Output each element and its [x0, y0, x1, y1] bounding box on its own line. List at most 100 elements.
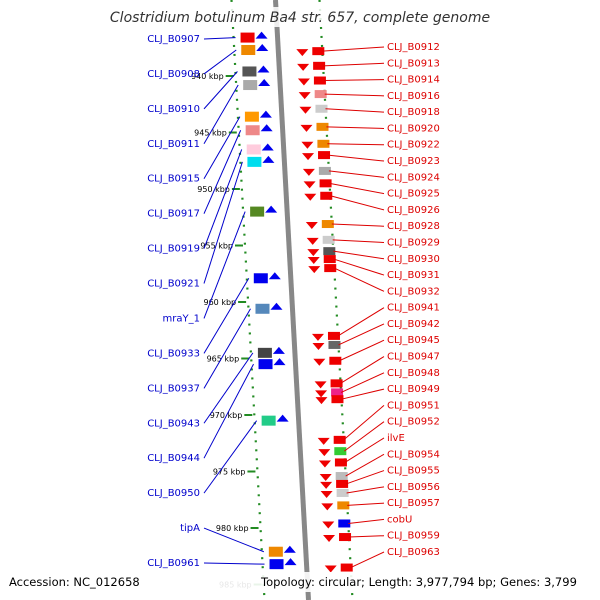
reverse-gene-block: [338, 519, 351, 528]
reverse-gene-arrow: [324, 565, 337, 573]
forward-gene-arrow: [262, 155, 275, 163]
reverse-gene-label: CLJ_B0925: [387, 189, 440, 200]
reverse-gene-arrow: [297, 78, 310, 86]
reverse-leader-line: [343, 405, 385, 441]
kbp-label: 965 kbp: [207, 355, 240, 364]
kbp-label: 955 kbp: [200, 242, 233, 251]
reverse-leader-line: [323, 62, 385, 67]
reverse-gene-block: [313, 61, 326, 70]
reverse-leader-line: [327, 154, 385, 162]
ruler-line: [318, 0, 354, 600]
forward-gene-label: CLJ_B0943: [147, 418, 200, 429]
reverse-gene-arrow: [318, 460, 331, 468]
reverse-gene-block: [312, 47, 325, 56]
forward-leader-line: [203, 49, 237, 75]
reverse-gene-block: [319, 179, 332, 188]
reverse-leader-line: [324, 93, 385, 97]
forward-gene-arrow: [265, 205, 278, 213]
reverse-gene-arrow: [306, 237, 319, 245]
reverse-leader-line: [345, 453, 385, 477]
forward-leader-line: [203, 71, 238, 110]
reverse-gene-arrow: [304, 193, 317, 201]
reverse-gene-label: CLJ_B0948: [387, 368, 440, 379]
reverse-gene-label: CLJ_B0923: [387, 156, 440, 167]
forward-gene-arrow: [256, 44, 269, 52]
reverse-gene-label: CLJ_B0963: [387, 547, 440, 558]
reverse-labels: CLJ_B0912 CLJ_B0913 CLJ_B0914 CLJ_B0916 CLJ_…: [322, 42, 440, 569]
forward-gene-label: CLJ_B0917: [147, 209, 200, 220]
reverse-leader-line: [349, 535, 385, 538]
forward-gene-arrow: [276, 414, 289, 422]
reverse-gene-label: CLJ_B0912: [387, 42, 440, 53]
reverse-gene-block: [330, 379, 343, 388]
reverse-gene-arrow: [297, 63, 310, 71]
reverse-leader-line: [325, 108, 385, 113]
topology-label: Topology: circular; Length: 3,977,794 bp…: [260, 575, 577, 589]
reverse-gene-arrow: [303, 181, 316, 189]
forward-leader-line: [203, 130, 242, 214]
forward-gene-arrow: [273, 358, 286, 366]
reverse-leader-line: [323, 79, 385, 82]
ruler-right: [318, 0, 354, 600]
reverse-leader-line: [344, 437, 385, 463]
reverse-leader-line: [327, 143, 385, 146]
reverse-gene-arrow: [313, 358, 326, 366]
forward-gene-label: mraY_1: [163, 313, 200, 324]
forward-gene-arrow: [257, 65, 270, 73]
forward-gene-block: [258, 359, 273, 370]
reverse-leader-line: [341, 388, 385, 400]
reverse-gene-arrow: [302, 153, 315, 161]
reverse-gene-label: CLJ_B0945: [387, 335, 440, 346]
forward-gene-block: [261, 415, 276, 426]
forward-leader-line: [203, 352, 254, 424]
forward-gene-label: CLJ_B0937: [147, 383, 200, 394]
map-title: Clostridium botulinum Ba4 str. 657, comp…: [110, 10, 490, 26]
reverse-gene-arrow: [319, 474, 332, 482]
reverse-gene-label: CLJ_B0941: [387, 303, 440, 314]
reverse-gene-label: CLJ_B0932: [387, 286, 440, 297]
forward-gene-arrow: [255, 31, 268, 39]
reverse-gene-label: CLJ_B0926: [387, 205, 440, 216]
reverse-leader-line: [338, 323, 385, 346]
forward-leader-line: [203, 149, 243, 249]
reverse-gene-label: CLJ_B0920: [387, 123, 440, 134]
kbp-label: 950 kbp: [197, 185, 230, 194]
forward-leader-line: [203, 161, 243, 284]
reverse-gene-label: CLJ_B0928: [387, 221, 440, 232]
forward-gene-arrow: [259, 110, 272, 118]
reverse-gene-block: [323, 255, 336, 264]
forward-gene-label: CLJ_B0961: [147, 558, 200, 569]
reverse-gene-block: [334, 447, 347, 456]
reverse-gene-label: CLJ_B0957: [387, 498, 440, 509]
reverse-gene-block: [336, 479, 349, 488]
forward-gene-label: tipA: [180, 523, 200, 534]
reverse-leader-line: [328, 170, 385, 178]
forward-gene-arrow: [260, 124, 273, 132]
ruler-left: [230, 0, 266, 600]
reverse-features: [296, 47, 353, 573]
reverse-gene-arrow: [315, 397, 328, 405]
forward-gene-block: [257, 347, 272, 358]
reverse-leader-line: [333, 250, 385, 260]
reverse-gene-label: CLJ_B0914: [387, 75, 440, 86]
reverse-gene-arrow: [299, 106, 312, 114]
reverse-gene-block: [324, 264, 337, 273]
reverse-leader-line: [322, 46, 385, 52]
reverse-gene-arrow: [298, 92, 311, 100]
forward-leader-line: [203, 84, 239, 145]
accession-label: Accession: NC_012658: [9, 575, 140, 589]
reverse-leader-line: [330, 195, 385, 211]
forward-labels: CLJ_B0907 CLJ_B0908 CLJ_B0910 CLJ_B0911 CLJ_…: [147, 34, 265, 569]
reverse-leader-line: [340, 372, 385, 393]
reverse-gene-block: [327, 331, 340, 340]
reverse-gene-block: [335, 472, 348, 481]
forward-leader-line: [203, 308, 251, 389]
forward-gene-block: [255, 303, 270, 314]
forward-leader-line: [203, 527, 265, 553]
forward-gene-arrow: [283, 545, 296, 553]
forward-gene-arrow: [270, 302, 283, 310]
forward-gene-block: [243, 80, 258, 91]
kbp-label: 960 kbp: [204, 298, 237, 307]
reverse-gene-arrow: [311, 333, 324, 341]
